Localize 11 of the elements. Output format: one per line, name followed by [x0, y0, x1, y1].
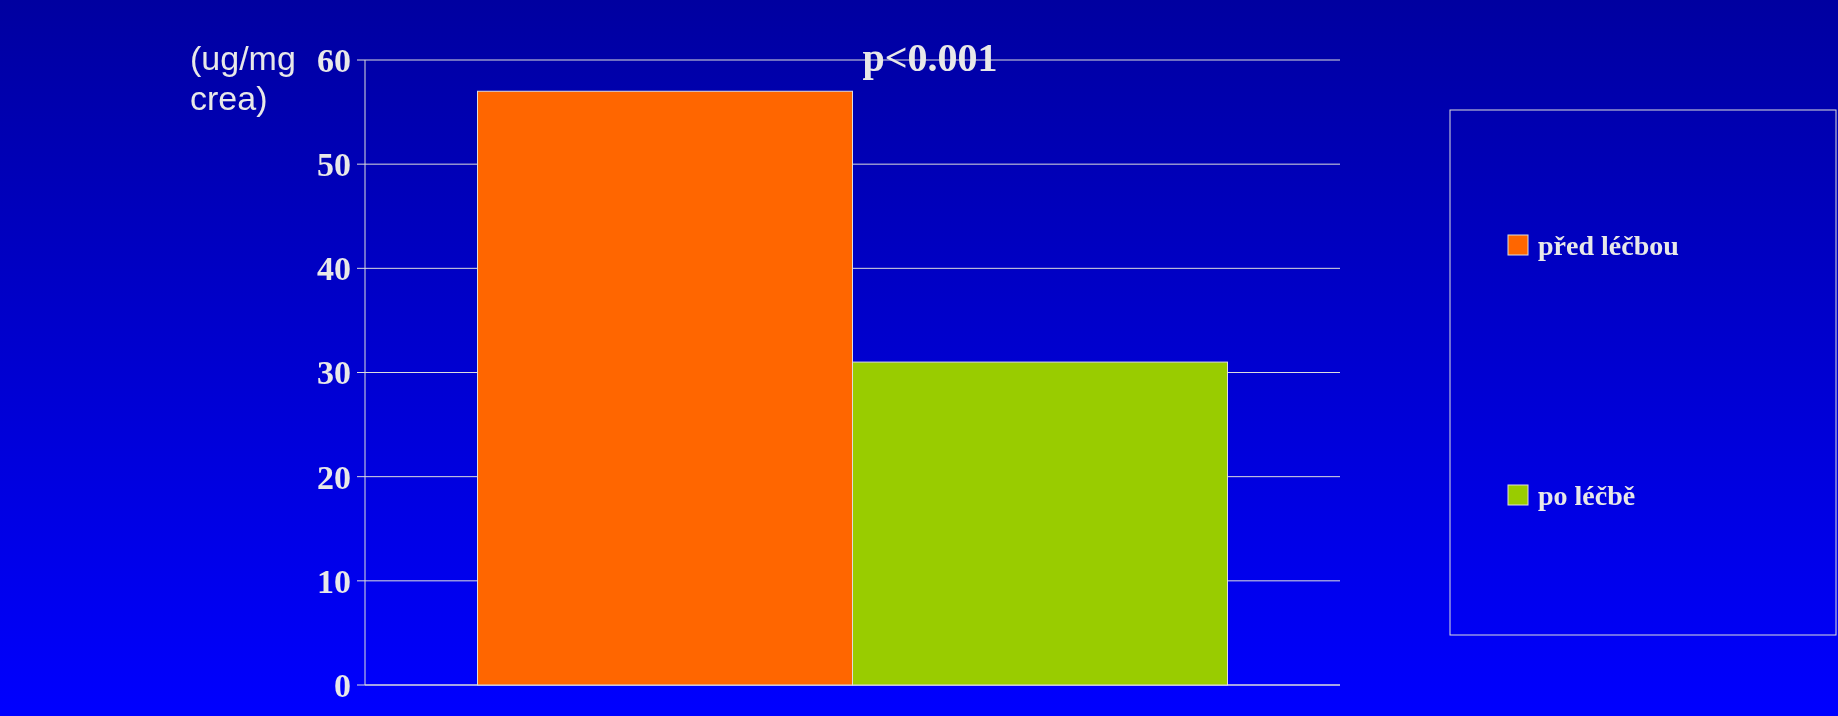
annotation: p<0.001: [862, 35, 998, 81]
legend-label: před léčbou: [1538, 229, 1679, 261]
y-tick-label: 50: [317, 146, 351, 184]
y-tick-label: 10: [317, 562, 351, 600]
y-tick-label: 40: [317, 250, 351, 288]
y-tick-label: 20: [317, 458, 351, 496]
y-tick-label: 0: [334, 666, 351, 704]
legend-label: po léčbě: [1538, 479, 1636, 511]
y-axis-title: (ug/mg crea): [190, 39, 296, 117]
y-tick-label: 60: [317, 41, 351, 79]
y-tick-label: 30: [317, 354, 351, 392]
